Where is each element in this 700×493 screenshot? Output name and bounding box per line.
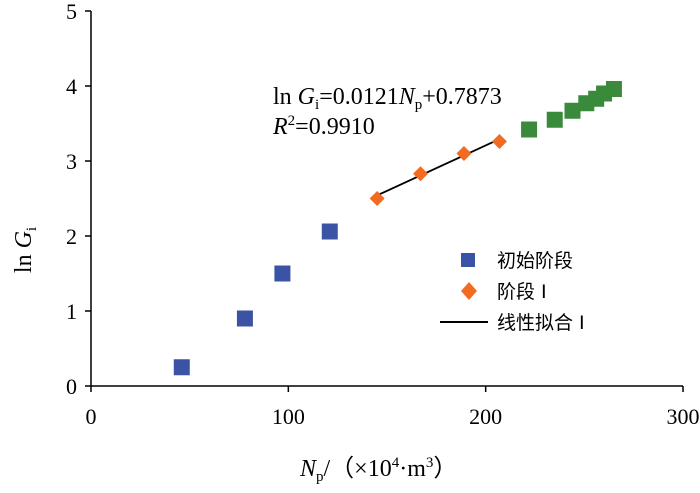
y-tick-label: 2 bbox=[66, 224, 77, 249]
legend-label-initial: 初始阶段 bbox=[497, 250, 573, 272]
x-tick-label: 100 bbox=[272, 404, 305, 429]
x-tick-label: 200 bbox=[469, 404, 502, 429]
data-point-series-2 bbox=[564, 102, 581, 119]
data-point-series-2 bbox=[546, 111, 563, 128]
data-point-series-1 bbox=[413, 166, 429, 182]
data-point-series-0 bbox=[173, 359, 190, 376]
legend-label-fit: 线性拟合 I bbox=[497, 312, 585, 334]
y-axis-title: ln Gi bbox=[11, 227, 40, 273]
y-tick-label: 1 bbox=[66, 299, 77, 324]
legend-marker-stage1 bbox=[461, 282, 477, 300]
marker-layer bbox=[173, 81, 622, 376]
y-tick-label: 4 bbox=[66, 74, 77, 99]
data-point-series-1 bbox=[491, 134, 507, 149]
data-point-series-0 bbox=[236, 310, 253, 327]
fit-layer bbox=[376, 138, 500, 197]
tick-layer: 0 1 2 3 4 5 0 100 200 300 bbox=[66, 0, 700, 429]
y-tick-label: 5 bbox=[66, 0, 77, 24]
y-tick-label: 0 bbox=[66, 374, 77, 399]
data-point-series-0 bbox=[274, 265, 291, 282]
fit-r-squared: R2=0.9910 bbox=[272, 113, 375, 140]
data-point-series-1 bbox=[369, 191, 385, 206]
legend-label-stage1: 阶段 I bbox=[497, 281, 547, 303]
fit-line bbox=[376, 138, 500, 197]
x-tick-label: 0 bbox=[86, 404, 97, 429]
legend: 初始阶段 阶段 I 线性拟合 I bbox=[440, 250, 585, 334]
x-tick-label: 300 bbox=[667, 404, 700, 429]
fit-equation: ln Gi=0.0121Np+0.7873 bbox=[273, 84, 502, 113]
data-point-series-2 bbox=[521, 121, 538, 138]
data-point-series-1 bbox=[456, 146, 472, 161]
data-point-series-2 bbox=[605, 81, 622, 97]
legend-marker-initial bbox=[461, 253, 475, 267]
data-point-series-0 bbox=[321, 223, 338, 240]
y-tick-label: 3 bbox=[66, 149, 77, 174]
x-axis-title: Np/（×104·m3） bbox=[299, 455, 457, 485]
